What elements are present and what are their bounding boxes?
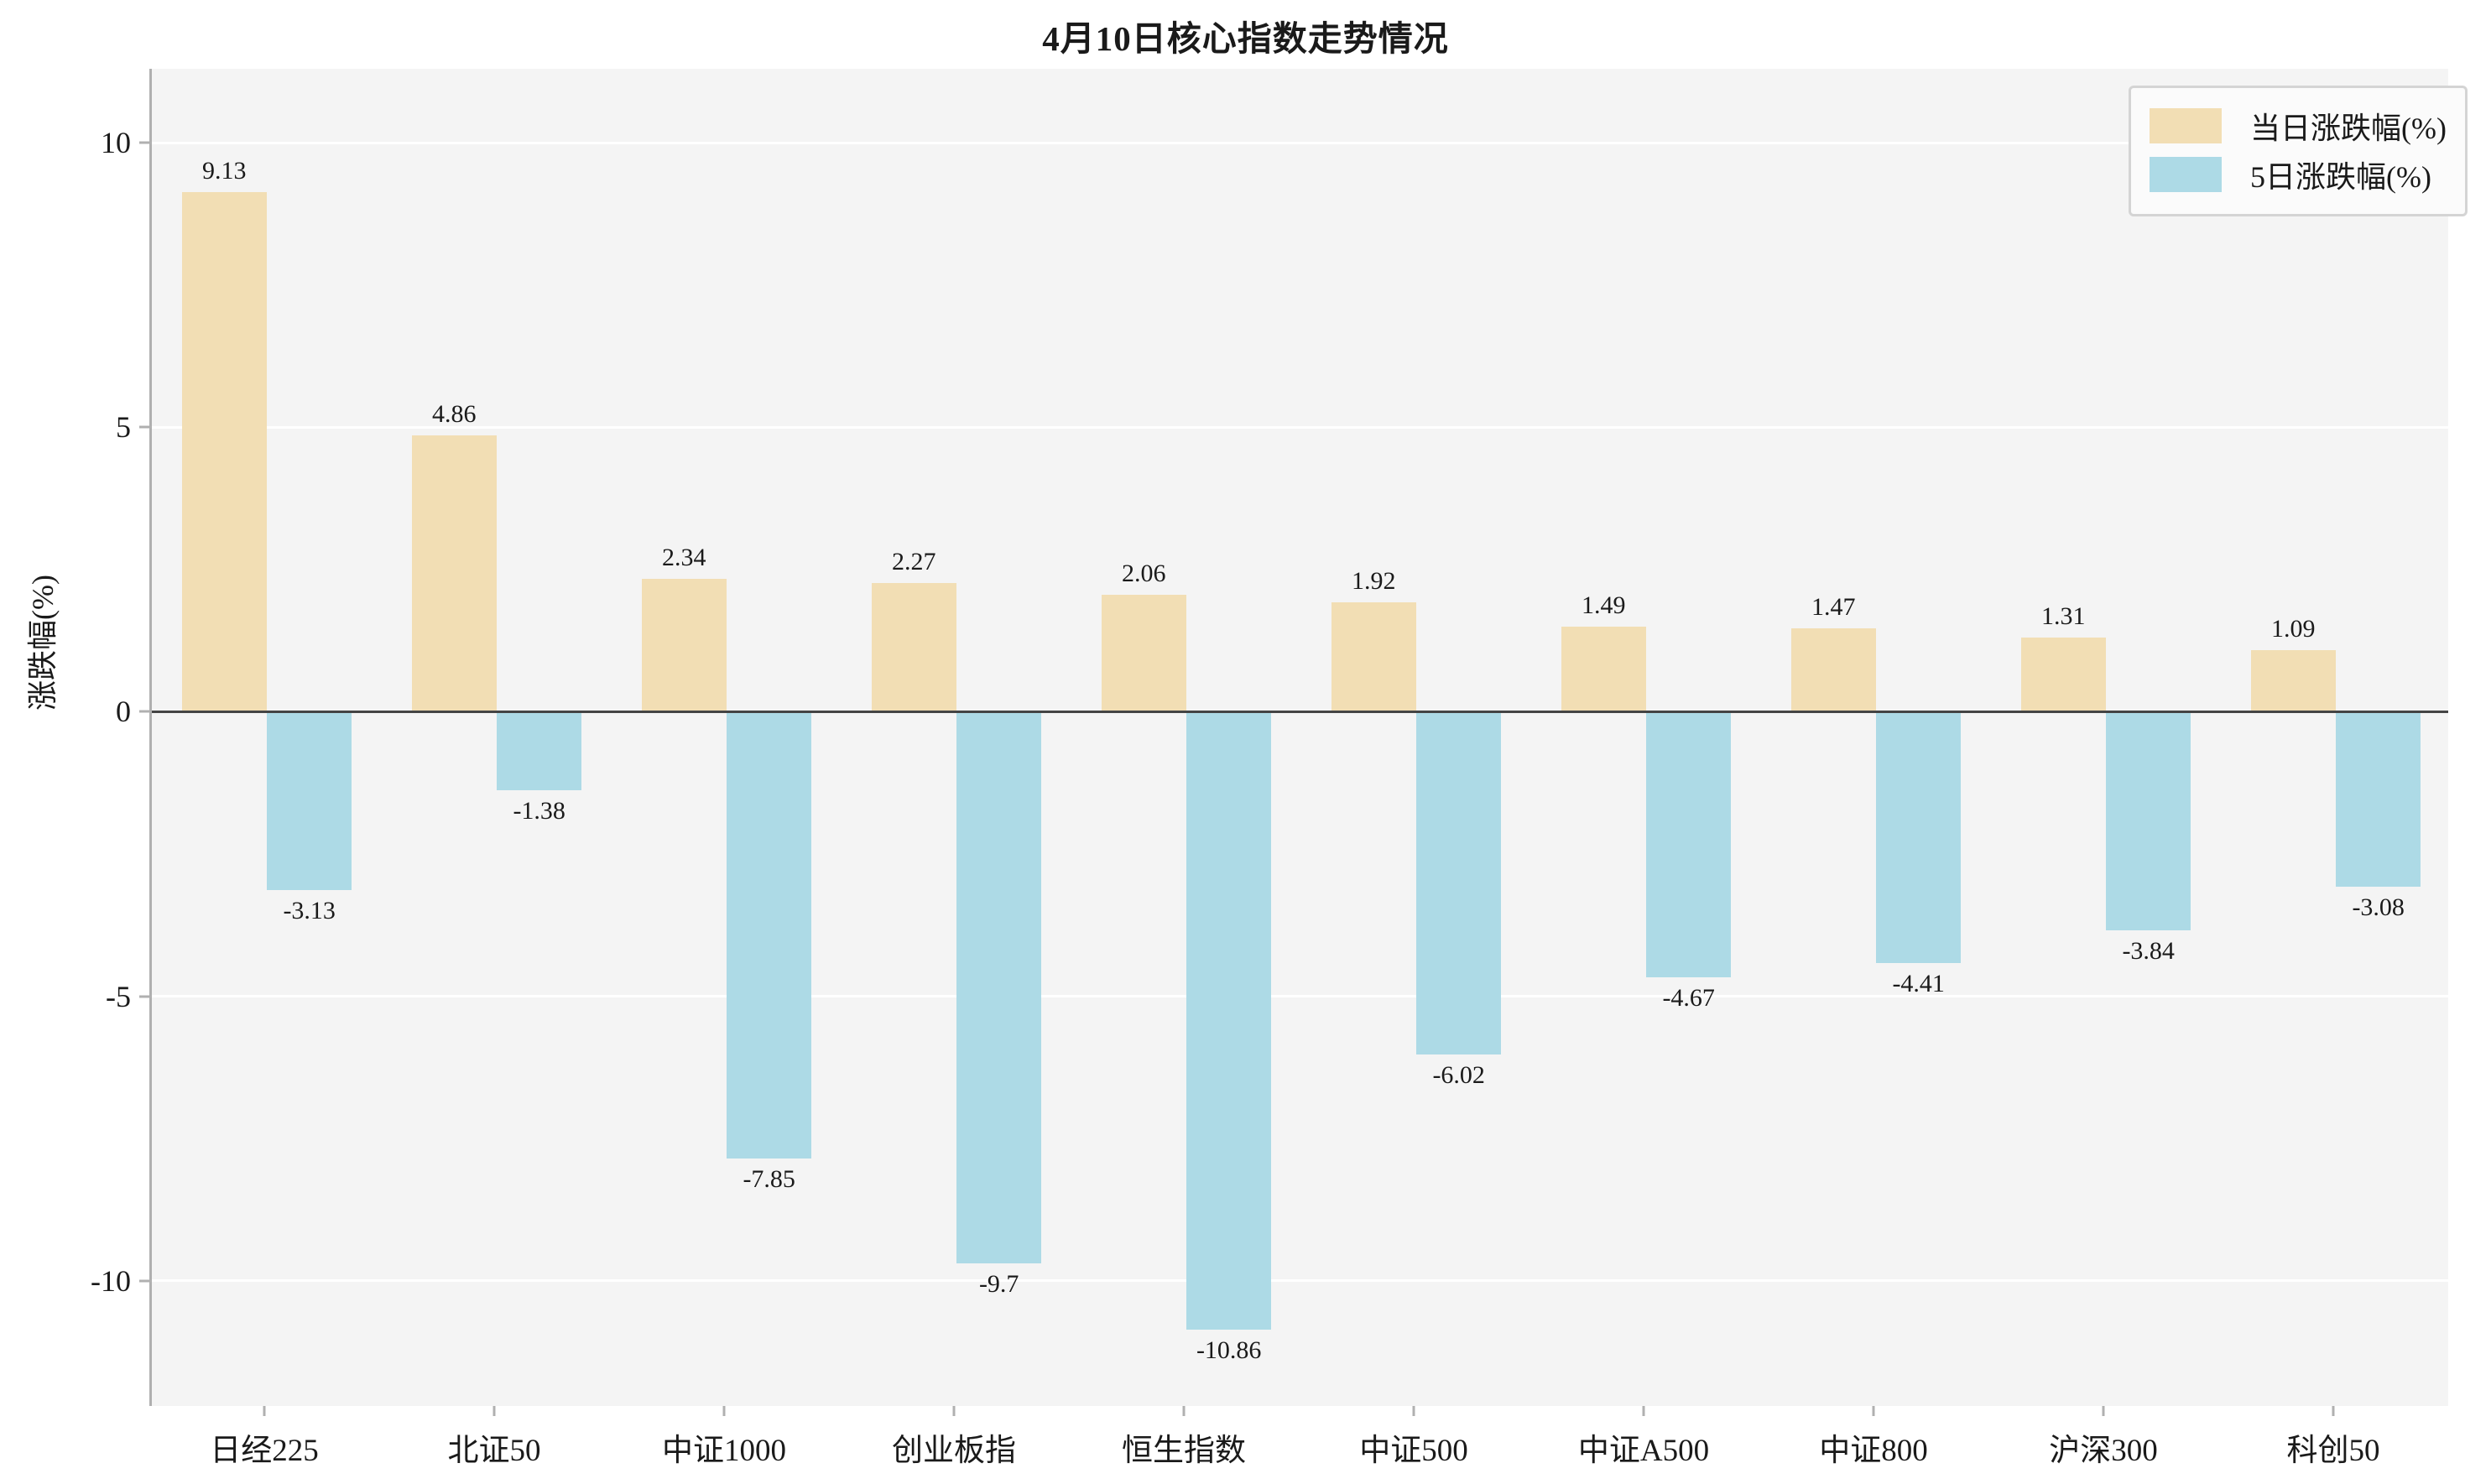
bar-value-label: -3.84 xyxy=(2122,936,2175,965)
bar-value-label: -4.67 xyxy=(1662,984,1715,1013)
bar-daily[interactable] xyxy=(2020,637,2106,712)
bar-value-label: -10.86 xyxy=(1196,1336,1262,1365)
bar-value-label: 1.09 xyxy=(2271,614,2316,643)
bar-fiveday[interactable] xyxy=(267,711,352,890)
y-tick-label: -10 xyxy=(91,1263,131,1298)
x-tick-mark xyxy=(263,1406,266,1416)
x-tick-label: 中证1000 xyxy=(662,1434,786,1468)
bar-value-label: -7.85 xyxy=(743,1164,795,1193)
bar-fiveday[interactable] xyxy=(1646,711,1732,978)
bar-daily[interactable] xyxy=(1561,627,1646,712)
x-tick-label: 中证500 xyxy=(1359,1434,1468,1468)
legend: 当日涨跌幅(%) 5日涨跌幅(%) xyxy=(2129,86,2468,216)
x-tick-mark xyxy=(1412,1406,1415,1416)
bar-value-label: 9.13 xyxy=(202,157,247,185)
y-tick-label: 5 xyxy=(116,410,131,445)
x-tick-mark xyxy=(492,1406,496,1416)
bar-fiveday[interactable] xyxy=(1876,711,1962,963)
x-tick-label: 北证50 xyxy=(447,1434,541,1468)
bar-value-label: -9.7 xyxy=(978,1270,1019,1299)
gridline xyxy=(152,425,2448,429)
zero-line xyxy=(152,710,2448,713)
bar-daily[interactable] xyxy=(181,192,267,712)
bar-daily[interactable] xyxy=(411,435,497,712)
bar-daily[interactable] xyxy=(1101,594,1186,712)
bar-daily[interactable] xyxy=(1790,627,1876,712)
x-tick-label: 沪深300 xyxy=(2049,1434,2158,1468)
bar-value-label: 2.06 xyxy=(1122,559,1166,587)
bar-fiveday[interactable] xyxy=(1186,711,1272,1330)
y-tick-mark xyxy=(139,995,151,998)
bar-value-label: 1.47 xyxy=(1811,592,1856,621)
bar-value-label: -6.02 xyxy=(1432,1060,1485,1089)
y-tick-mark xyxy=(139,425,151,429)
legend-label-daily: 当日涨跌幅(%) xyxy=(2250,112,2447,145)
bar-value-label: -1.38 xyxy=(513,797,565,825)
legend-swatch-daily xyxy=(2150,108,2223,143)
legend-item-daily[interactable]: 当日涨跌幅(%) xyxy=(2150,102,2447,150)
y-tick-mark xyxy=(139,710,151,713)
bar-fiveday[interactable] xyxy=(956,711,1042,1264)
chart-title: 4月10日核心指数走势情况 xyxy=(1042,19,1449,58)
gridline xyxy=(152,995,2448,998)
x-tick-mark xyxy=(1642,1406,1645,1416)
bar-daily[interactable] xyxy=(1331,602,1416,712)
bar-fiveday[interactable] xyxy=(727,711,812,1159)
bar-daily[interactable] xyxy=(641,578,727,712)
x-tick-mark xyxy=(1872,1406,1875,1416)
y-tick-mark xyxy=(139,141,151,144)
bar-value-label: -3.13 xyxy=(283,896,336,924)
plot-area: 9.13 -3.13 4.86 -1.38 2.34 -7.85 2.27 -9.7 2.06 -… xyxy=(149,69,2448,1406)
bar-fiveday[interactable] xyxy=(2336,711,2421,888)
bar-fiveday[interactable] xyxy=(497,711,582,791)
bar-fiveday[interactable] xyxy=(2106,711,2191,930)
x-tick-mark xyxy=(2332,1406,2335,1416)
x-tick-label: 创业板指 xyxy=(892,1434,1016,1468)
bar-value-label: 4.86 xyxy=(432,399,477,428)
x-tick-label: 中证A500 xyxy=(1577,1434,1710,1468)
bar-value-label: 1.31 xyxy=(2041,601,2086,630)
y-tick-label: 0 xyxy=(116,695,131,729)
x-tick-mark xyxy=(2102,1406,2105,1416)
bar-value-label: -4.41 xyxy=(1892,969,1945,997)
bar-daily[interactable] xyxy=(2250,649,2336,712)
legend-swatch-fiveday xyxy=(2150,157,2223,192)
x-tick-label: 日经225 xyxy=(210,1434,319,1468)
x-tick-mark xyxy=(1182,1406,1186,1416)
gridline xyxy=(152,141,2448,144)
x-tick-label: 中证800 xyxy=(1819,1434,1928,1468)
bar-daily[interactable] xyxy=(871,582,956,712)
bar-value-label: 1.92 xyxy=(1352,567,1396,596)
bar-value-label: 2.34 xyxy=(662,543,706,571)
x-tick-mark xyxy=(952,1406,956,1416)
y-tick-mark xyxy=(139,1279,151,1283)
legend-item-fiveday[interactable]: 5日涨跌幅(%) xyxy=(2150,150,2447,199)
bar-fiveday[interactable] xyxy=(1416,711,1502,1054)
gridline xyxy=(152,1279,2448,1283)
y-tick-label: 10 xyxy=(101,126,131,160)
bar-value-label: 2.27 xyxy=(892,547,936,575)
x-tick-mark xyxy=(722,1406,726,1416)
bar-value-label: -3.08 xyxy=(2352,893,2405,922)
x-tick-label: 科创50 xyxy=(2286,1434,2380,1468)
legend-label-fiveday: 5日涨跌幅(%) xyxy=(2250,160,2431,194)
bar-value-label: 1.49 xyxy=(1582,591,1626,620)
x-tick-label: 恒生指数 xyxy=(1122,1434,1246,1468)
y-tick-label: -5 xyxy=(106,979,131,1013)
